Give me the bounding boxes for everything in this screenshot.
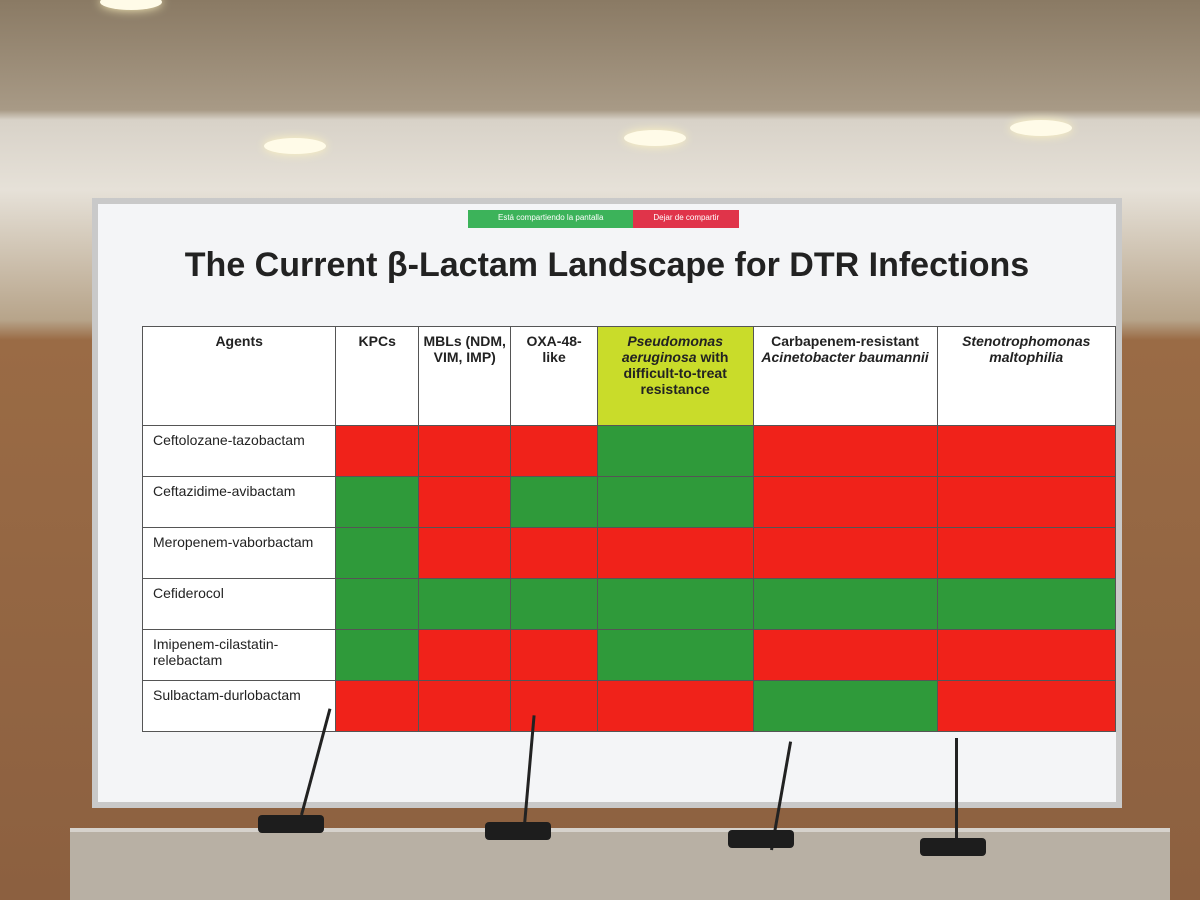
activity-cell xyxy=(335,425,420,477)
microphone-base xyxy=(258,815,324,833)
activity-cell xyxy=(936,425,1117,477)
activity-cell xyxy=(752,527,938,579)
activity-cell xyxy=(335,476,420,528)
share-status: Está compartiendo la pantalla xyxy=(468,210,634,228)
activity-cell xyxy=(510,680,598,732)
activity-cell xyxy=(335,527,420,579)
activity-cell xyxy=(596,680,754,732)
ceiling-light xyxy=(1010,120,1072,136)
agent-row: Ceftazidime-avibactam xyxy=(141,476,1117,528)
header-text: Agents xyxy=(215,333,263,349)
activity-cell xyxy=(418,527,512,579)
column-header: Stenotrophomonas maltophilia xyxy=(936,326,1117,426)
activity-cell xyxy=(335,629,420,681)
activity-cell xyxy=(936,578,1117,630)
microphone xyxy=(955,738,958,848)
agent-row: Meropenem-vaborbactam xyxy=(141,527,1117,579)
microphone-base xyxy=(920,838,986,856)
header-text: KPCs xyxy=(358,333,396,349)
activity-cell xyxy=(936,629,1117,681)
share-bar: Está compartiendo la pantalla Dejar de c… xyxy=(468,210,740,228)
stop-sharing-button[interactable]: Dejar de compartir xyxy=(633,210,740,228)
activity-cell xyxy=(510,578,598,630)
activity-cell xyxy=(596,527,754,579)
activity-cell xyxy=(418,629,512,681)
activity-cell xyxy=(510,527,598,579)
activity-cell xyxy=(752,680,938,732)
ceiling-light xyxy=(264,138,326,154)
projection-screen: Está compartiendo la pantalla Dejar de c… xyxy=(92,198,1122,808)
agent-name: Meropenem-vaborbactam xyxy=(141,527,337,579)
activity-cell xyxy=(510,476,598,528)
activity-cell xyxy=(418,578,512,630)
header-text: Acinetobacter baumannii xyxy=(761,349,929,365)
agent-name: Ceftolozane-tazobactam xyxy=(141,425,337,477)
microphone-base xyxy=(485,822,551,840)
activity-cell xyxy=(596,578,754,630)
column-header: Pseudomonas aeruginosa with difficult-to… xyxy=(596,326,754,426)
activity-cell xyxy=(510,629,598,681)
activity-cell xyxy=(752,629,938,681)
agent-name: Ceftazidime-avibactam xyxy=(141,476,337,528)
column-header: MBLs (NDM, VIM, IMP) xyxy=(418,326,512,426)
header-text: Stenotrophomonas maltophilia xyxy=(962,333,1091,365)
agent-name: Imipenem-cilastatin-relebactam xyxy=(141,629,337,681)
agent-name: Cefiderocol xyxy=(141,578,337,630)
activity-cell xyxy=(335,680,420,732)
agent-row: Cefiderocol xyxy=(141,578,1117,630)
activity-cell xyxy=(418,476,512,528)
activity-cell xyxy=(596,476,754,528)
column-header: OXA-48-like xyxy=(510,326,598,426)
agent-row: Imipenem-cilastatin-relebactam xyxy=(141,629,1117,681)
activity-cell xyxy=(596,425,754,477)
column-header: Agents xyxy=(141,326,337,426)
column-header: KPCs xyxy=(335,326,420,426)
activity-cell xyxy=(752,578,938,630)
activity-cell xyxy=(752,425,938,477)
activity-cell xyxy=(936,680,1117,732)
agent-name: Sulbactam-durlobactam xyxy=(141,680,337,732)
ceiling-light xyxy=(100,0,162,10)
header-text: MBLs (NDM, VIM, IMP) xyxy=(423,333,506,365)
activity-cell xyxy=(510,425,598,477)
activity-cell xyxy=(752,476,938,528)
header-row: Agents KPCs MBLs (NDM, VIM, IMP) OXA-48-lik… xyxy=(141,326,1117,426)
microphone-base xyxy=(728,830,794,848)
header-text: Carbapenem-resistant xyxy=(771,333,919,349)
activity-cell xyxy=(418,680,512,732)
activity-cell xyxy=(936,476,1117,528)
header-text: Pseudomonas aeruginosa xyxy=(621,333,724,365)
header-text: with difficult-to-treat resistance xyxy=(623,349,729,397)
activity-cell xyxy=(596,629,754,681)
agent-row: Sulbactam-durlobactam xyxy=(141,680,1117,732)
activity-cell xyxy=(936,527,1117,579)
activity-cell xyxy=(418,425,512,477)
ceiling-light xyxy=(624,130,686,146)
header-text: OXA-48-like xyxy=(526,333,582,365)
agent-row: Ceftolozane-tazobactam xyxy=(141,425,1117,477)
column-header: Carbapenem-resistant Acinetobacter bauma… xyxy=(752,326,938,426)
slide-title: The Current β-Lactam Landscape for DTR I… xyxy=(184,246,1030,284)
panel-desk xyxy=(70,828,1170,900)
agent-table: Agents KPCs MBLs (NDM, VIM, IMP) OXA-48-lik… xyxy=(141,326,1117,732)
activity-cell xyxy=(335,578,420,630)
